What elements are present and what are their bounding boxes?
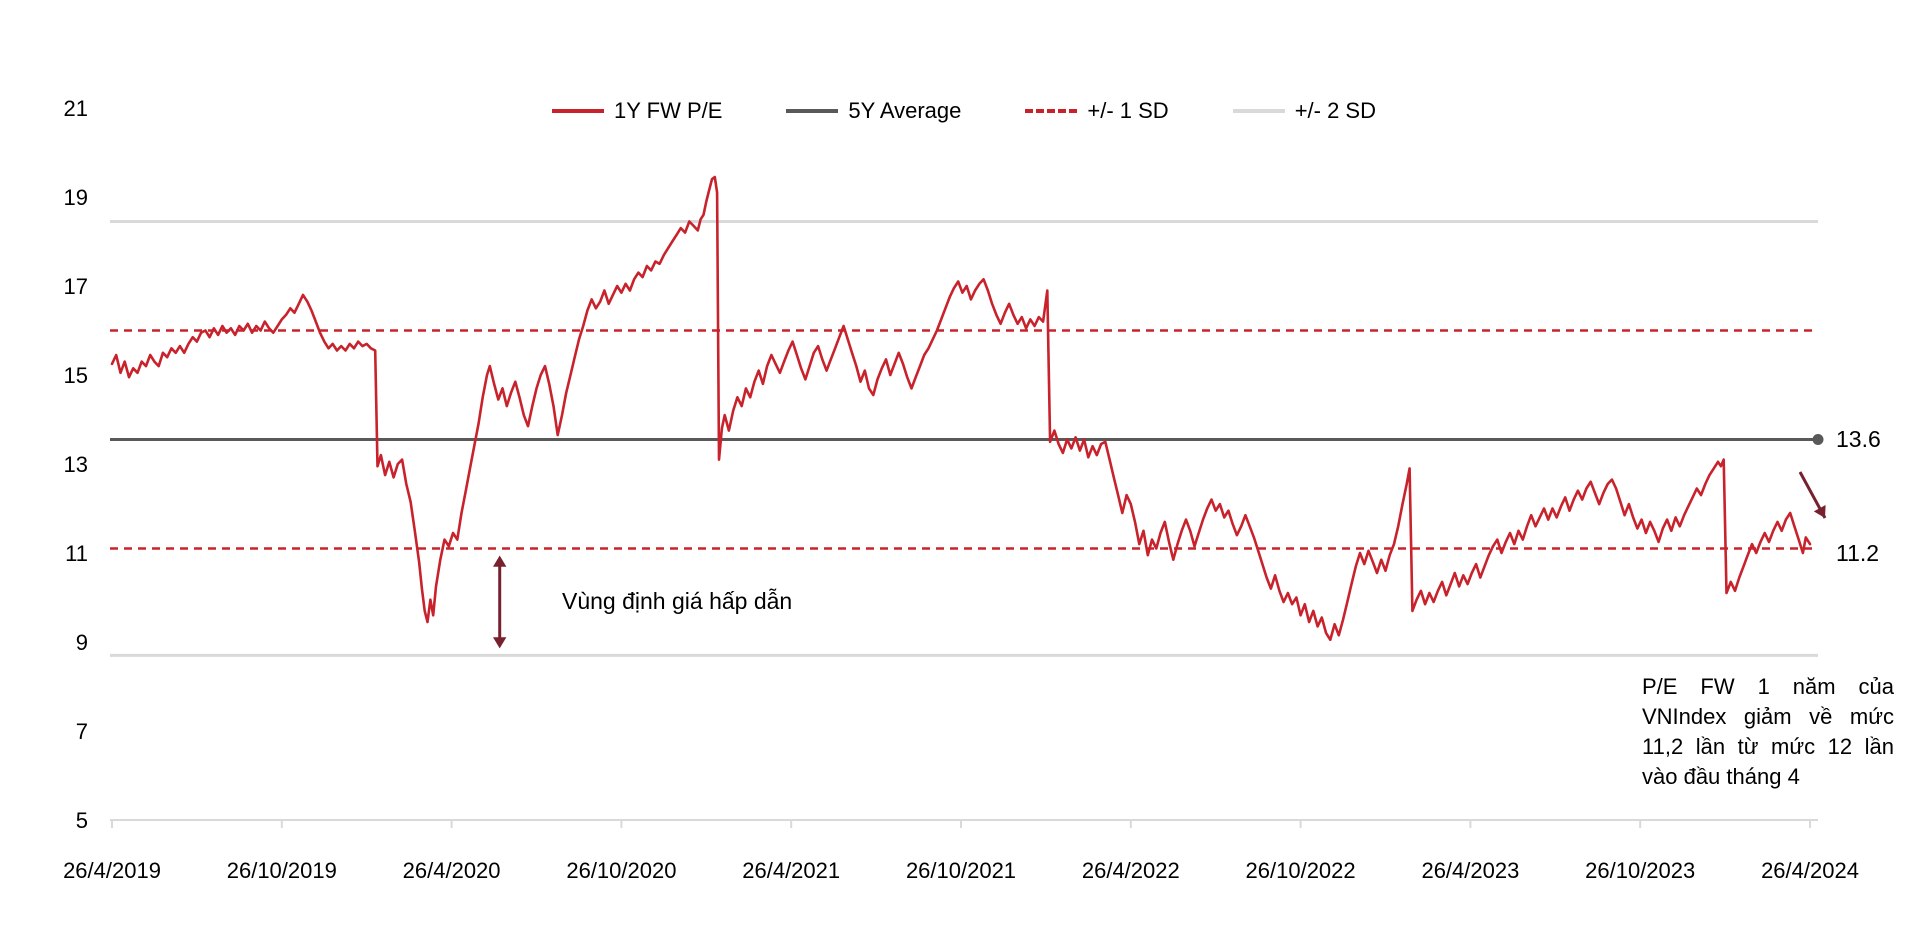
trend-down-arrow-head bbox=[1813, 505, 1826, 518]
y-axis-tick-label: 5 bbox=[76, 808, 88, 833]
legend-line-swatch-gray-icon bbox=[786, 109, 839, 113]
legend-item-plus-minus-1sd: +/- 1 SD bbox=[1025, 98, 1169, 124]
y-axis-tick-label: 19 bbox=[64, 185, 88, 210]
x-axis-tick-label: 26/10/2020 bbox=[566, 858, 676, 883]
legend-line-swatch-lightgray-icon bbox=[1232, 109, 1285, 113]
x-axis-tick-label: 26/4/2022 bbox=[1082, 858, 1180, 883]
y-axis-tick-label: 11 bbox=[65, 541, 88, 566]
x-axis-tick-label: 26/4/2020 bbox=[403, 858, 501, 883]
chart-legend: 1Y FW P/E 5Y Average +/- 1 SD +/- 2 SD bbox=[110, 98, 1818, 124]
y-axis-tick-label: 15 bbox=[64, 363, 88, 388]
average-line-end-dot bbox=[1812, 434, 1824, 446]
legend-item-5y-average: 5Y Average bbox=[786, 98, 961, 124]
note-text: P/E FW 1 năm của VNIndex giảm về mức 11,… bbox=[1642, 674, 1894, 789]
x-axis-tick-label: 26/4/2019 bbox=[63, 858, 161, 883]
legend-item-1y-fw-pe: 1Y FW P/E bbox=[552, 98, 722, 124]
y-axis-tick-label: 9 bbox=[76, 630, 88, 655]
x-axis-tick-label: 26/10/2019 bbox=[227, 858, 337, 883]
y-axis-tick-label: 17 bbox=[64, 274, 88, 299]
legend-label-plus-minus-2sd: +/- 2 SD bbox=[1294, 98, 1376, 123]
legend-label-5y-average: 5Y Average bbox=[848, 98, 962, 123]
y-axis-tick-label: 13 bbox=[64, 452, 88, 477]
y-axis-tick-label: 7 bbox=[76, 719, 88, 744]
valuation-zone-arrow-up-head bbox=[493, 555, 507, 567]
average-value-label: 13.6 bbox=[1836, 426, 1881, 452]
legend-line-swatch-red-dashed-icon bbox=[1025, 109, 1078, 113]
current-value-label: 11.2 bbox=[1836, 540, 1880, 566]
legend-item-plus-minus-2sd: +/- 2 SD bbox=[1232, 98, 1376, 124]
legend-label-plus-minus-1sd: +/- 1 SD bbox=[1087, 98, 1169, 123]
x-axis-tick-label: 26/10/2023 bbox=[1585, 858, 1695, 883]
x-axis-tick-label: 26/4/2024 bbox=[1761, 858, 1859, 883]
x-axis-tick-label: 26/4/2021 bbox=[742, 858, 840, 883]
x-axis-tick-label: 26/10/2021 bbox=[906, 858, 1016, 883]
y-axis-tick-label: 21 bbox=[64, 96, 88, 121]
legend-line-swatch-red-icon bbox=[552, 109, 604, 113]
pe-series-line bbox=[110, 175, 1812, 642]
valuation-zone-arrow-down-head bbox=[493, 637, 507, 649]
x-axis-tick-label: 26/10/2022 bbox=[1246, 858, 1356, 883]
x-axis-tick-label: 26/4/2023 bbox=[1421, 858, 1519, 883]
legend-label-1y-fw-pe: 1Y FW P/E bbox=[614, 98, 723, 123]
valuation-zone-label: Vùng định giá hấp dẫn bbox=[562, 588, 793, 614]
